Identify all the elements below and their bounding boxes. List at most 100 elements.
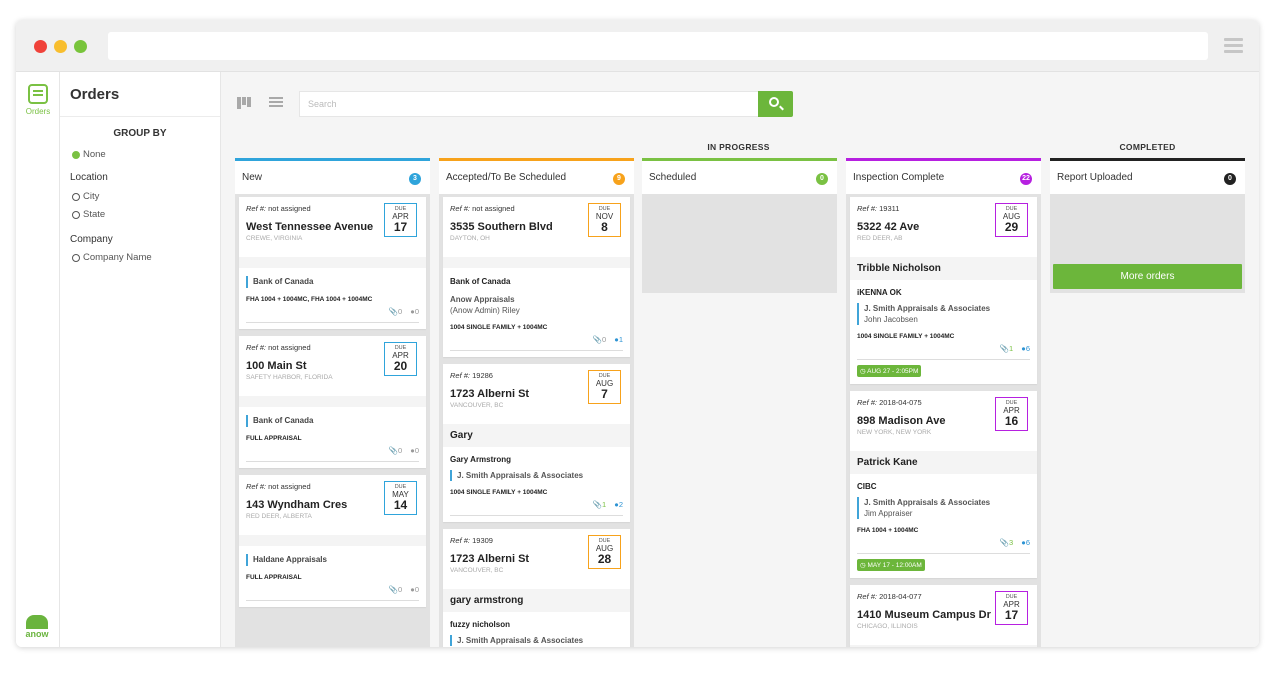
column-report-uploaded: Report Uploaded 0 More orders (1050, 158, 1245, 647)
client-name: fuzzy nicholson (450, 620, 510, 629)
card-header: Ref #: 19286 1723 Alberni St VANCOUVER, … (443, 364, 630, 424)
property-address: 1410 Museum Campus Dr (857, 609, 991, 621)
column-title: Inspection Complete (853, 172, 945, 183)
column-title: Accepted/To Be Scheduled (446, 172, 567, 183)
ref-number: Ref #: 2018-04-077 (857, 592, 922, 601)
property-address: 5322 42 Ave (857, 221, 920, 233)
borrower-name: gary armstrong (443, 589, 630, 612)
borrower-name: Patrick Kane (850, 451, 1037, 474)
property-city: NEW YORK, NEW YORK (857, 429, 932, 436)
option-label: None (83, 149, 106, 160)
maximize-window-button[interactable] (74, 40, 87, 53)
card-activity: 📎1 ●2 (450, 500, 623, 516)
search-input[interactable]: Search (299, 91, 758, 117)
comment-icon: ● (614, 500, 619, 509)
comment-count: 0 (414, 307, 419, 316)
property-address: 3535 Southern Blvd (450, 221, 553, 233)
more-orders-button[interactable]: More orders (1053, 264, 1242, 289)
group-company-name-option[interactable]: Company Name (72, 252, 152, 263)
order-card[interactable]: Ref #: 19309 1723 Alberni St VANCOUVER, … (443, 529, 630, 647)
attachment-count: 3 (1009, 538, 1014, 547)
ref-number: Ref #: 19286 (450, 371, 493, 380)
column-count-badge: 9 (613, 173, 625, 185)
list-view-icon[interactable] (269, 97, 283, 109)
card-activity: 📎3 ●6 (857, 538, 1030, 554)
company-heading: Company (70, 234, 113, 245)
order-card[interactable]: Ref #: 19286 1723 Alberni St VANCOUVER, … (443, 364, 630, 522)
column-header: Report Uploaded 0 (1050, 158, 1245, 194)
vendor-info: J. Smith Appraisals & Associates (450, 635, 623, 646)
order-card[interactable]: Ref #: not assigned 100 Main St SAFETY H… (239, 336, 426, 468)
inspection-time-badge: ◷ MAY 17 - 12:00AM (857, 559, 925, 571)
client-name: CIBC (857, 482, 877, 491)
search-button[interactable] (758, 91, 793, 117)
empty-column-area: More orders (1050, 194, 1245, 293)
due-date-badge: DUE AUG 28 (588, 535, 621, 569)
comment-count: 2 (618, 500, 623, 509)
property-city: CHICAGO, ILLINOIS (857, 623, 918, 630)
order-card[interactable]: Ref #: not assigned West Tennessee Avenu… (239, 197, 426, 329)
column-accepted: Accepted/To Be Scheduled 9 Ref #: not as… (439, 158, 634, 647)
radio-icon (72, 210, 80, 219)
column-new: New 3 Ref #: not assigned West Tennessee… (235, 158, 430, 647)
due-date-badge: DUE NOV 8 (588, 203, 621, 237)
column-count-badge: 0 (816, 173, 828, 185)
order-card[interactable]: Ref #: 2018-04-077 1410 Museum Campus Dr… (850, 585, 1037, 647)
group-none-option[interactable]: None (72, 149, 106, 160)
minimize-window-button[interactable] (54, 40, 67, 53)
group-state-option[interactable]: State (72, 209, 105, 220)
card-activity: 📎1 ●6 (857, 344, 1030, 360)
comment-icon: ● (410, 307, 415, 316)
product-type: FULL APPRAISAL (246, 574, 302, 581)
column-count-badge: 3 (409, 173, 421, 185)
card-header: Ref #: not assigned 3535 Southern Blvd D… (443, 197, 630, 257)
anow-logo: anow (22, 615, 52, 639)
menu-icon[interactable] (1224, 38, 1243, 56)
comment-icon: ● (1021, 538, 1026, 547)
vendor-info: Anow Appraisals (Anow Admin) Riley (450, 295, 520, 315)
due-date-badge: DUE APR 17 (995, 591, 1028, 625)
rail-orders-button[interactable]: Orders (22, 84, 54, 116)
orders-icon (28, 84, 48, 104)
ref-number: Ref #: 2018-04-075 (857, 398, 922, 407)
lender-name: Bank of Canada (246, 415, 419, 427)
browser-window: Orders anow Orders GROUP BY None Locatio… (16, 20, 1259, 647)
attachment-count: 0 (398, 585, 403, 594)
borrower-name: Tribble Nicholson (850, 257, 1037, 280)
attachment-icon: 📎 (388, 585, 399, 594)
column-title: Scheduled (649, 172, 697, 183)
column-header: Accepted/To Be Scheduled 9 (439, 158, 634, 194)
card-details: Gary Armstrong J. Smith Appraisals & Asso… (443, 447, 630, 522)
comment-count: 6 (1025, 538, 1030, 547)
title-bar (16, 20, 1259, 72)
order-card[interactable]: Ref #: not assigned 143 Wyndham Cres RED… (239, 475, 426, 607)
attachment-icon: 📎 (388, 307, 399, 316)
due-date-badge: DUE APR 20 (384, 342, 417, 376)
comment-count: 6 (1025, 344, 1030, 353)
group-city-option[interactable]: City (72, 191, 99, 202)
client-name: iKENNA OK (857, 288, 902, 297)
card-details: Haldane Appraisals FULL APPRAISAL 📎0 ●0 (239, 546, 426, 607)
order-card[interactable]: Ref #: not assigned 3535 Southern Blvd D… (443, 197, 630, 357)
address-bar[interactable] (108, 32, 1208, 60)
property-city: DAYTON, OH (450, 235, 490, 242)
search-icon (769, 97, 779, 107)
vendor-info: J. Smith Appraisals & Associates Jim Appr… (857, 497, 1030, 519)
card-activity: 📎0 ●0 (246, 585, 419, 601)
comment-count: 1 (618, 335, 623, 344)
order-card[interactable]: Ref #: 2018-04-075 898 Madison Ave NEW Y… (850, 391, 1037, 578)
column-header: Inspection Complete 22 (846, 158, 1041, 194)
due-date-badge: DUE APR 17 (384, 203, 417, 237)
kanban-area: Search IN PROGRESS COMPLETED New 3 Ref #… (221, 72, 1259, 647)
board-view-icon[interactable] (237, 97, 253, 109)
lender-name: Haldane Appraisals (246, 554, 419, 566)
property-city: SAFETY HARBOR, FLORIDA (246, 374, 333, 381)
comment-count: 0 (414, 585, 419, 594)
card-details: iKENNA OK J. Smith Appraisals & Associat… (850, 280, 1037, 384)
close-window-button[interactable] (34, 40, 47, 53)
product-type: 1004 SINGLE FAMILY + 1004MC (450, 324, 548, 331)
divider (60, 116, 220, 117)
order-card[interactable]: Ref #: 19311 5322 42 Ave RED DEER, AB DU… (850, 197, 1037, 384)
group-by-sidebar: Orders GROUP BY None Location City State… (60, 72, 221, 647)
card-details: CIBC J. Smith Appraisals & Associates Jim… (850, 474, 1037, 578)
